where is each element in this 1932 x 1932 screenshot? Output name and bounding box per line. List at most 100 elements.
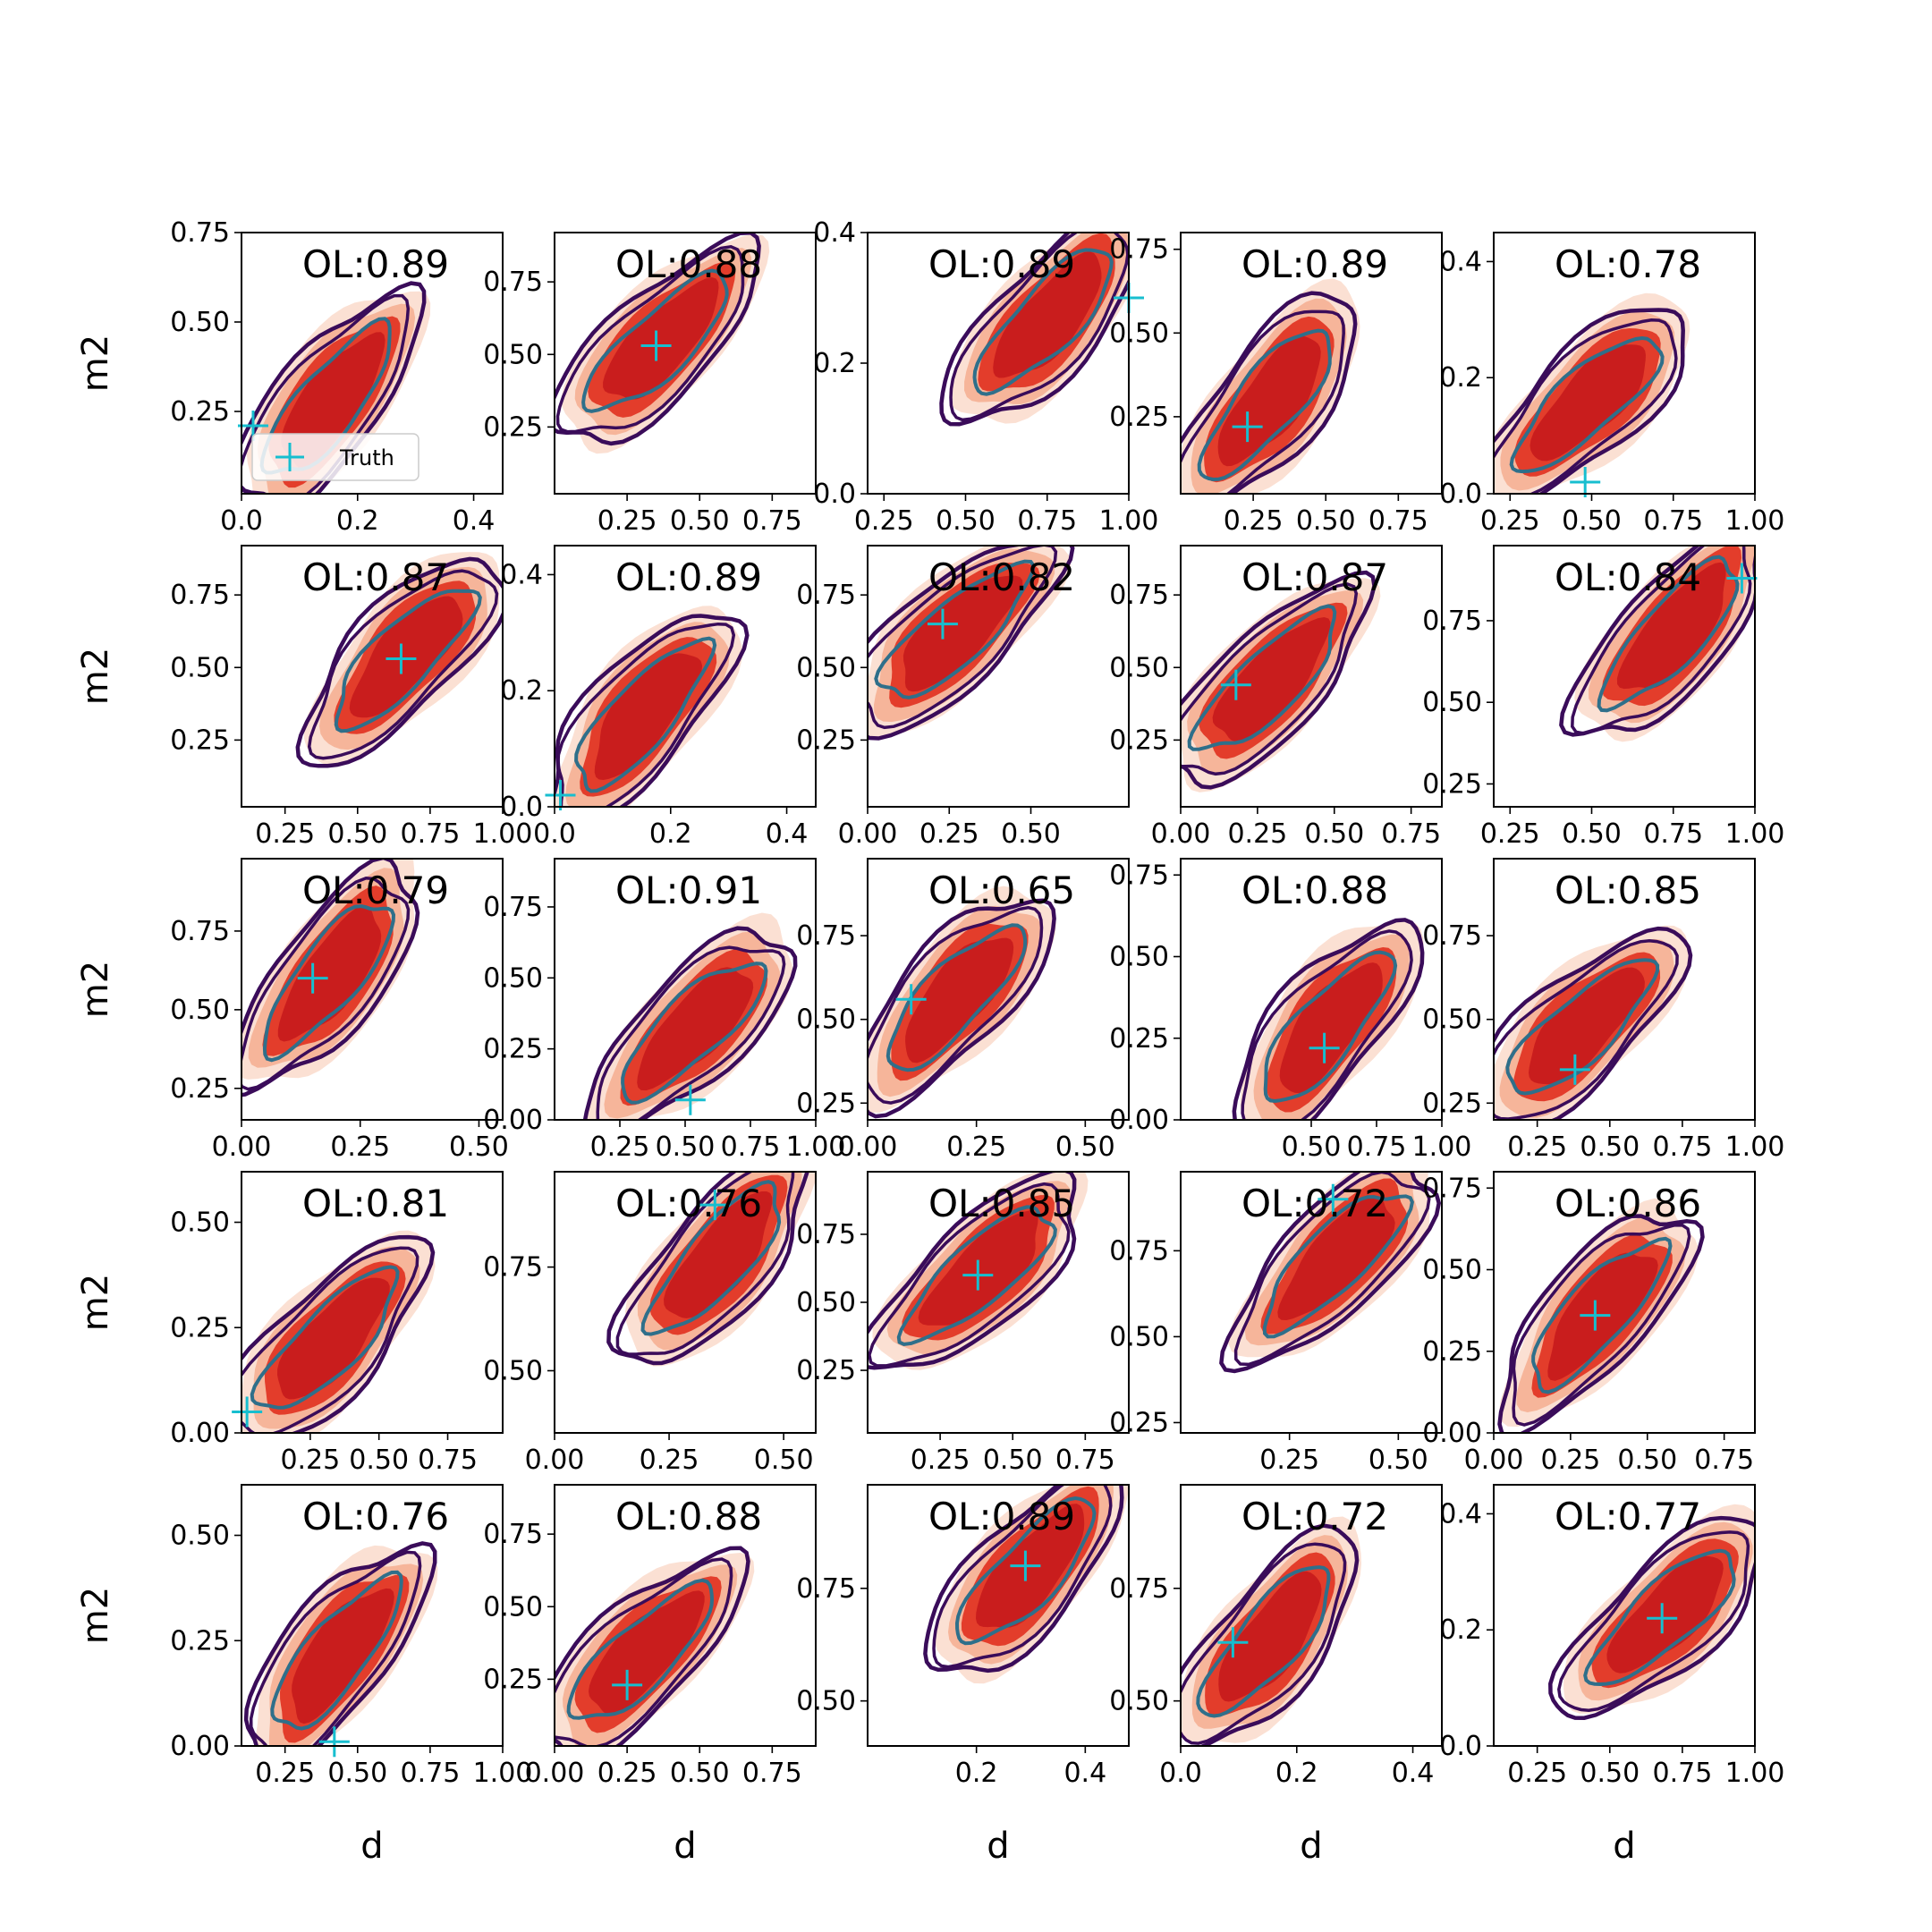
density-fill-level-4 xyxy=(902,575,1023,692)
second-contour xyxy=(307,569,499,760)
second-contour xyxy=(1233,1172,1431,1367)
axes-frame xyxy=(554,1171,817,1434)
x-tick-label: 0.25 xyxy=(1224,505,1284,537)
inner-contour xyxy=(1531,1236,1673,1394)
overlap-label: OL:0.87 xyxy=(1241,555,1388,599)
axes-frame xyxy=(1180,1171,1443,1434)
x-tick-label: 0.0 xyxy=(220,505,263,537)
inner-contour xyxy=(566,1578,715,1720)
overlap-label: OL:0.79 xyxy=(302,869,449,912)
posterior-contours xyxy=(555,233,770,454)
y-tick-label: 0.25 xyxy=(170,1312,230,1343)
subplot-24: 0.0 0.2 0.4 0.50 0.75 OL:0.72 d xyxy=(1109,1484,1443,1867)
inner-contour xyxy=(581,268,729,413)
overlap-label: OL:0.84 xyxy=(1555,555,1701,599)
y-tick-label: 0.2 xyxy=(1439,1614,1482,1646)
density-fill-level-4 xyxy=(1530,344,1646,462)
overlap-label: OL:0.65 xyxy=(928,869,1075,912)
y-tick-label: 0.4 xyxy=(1439,1498,1482,1530)
x-tick-label: 0.00 xyxy=(838,818,898,850)
overlap-label: OL:0.86 xyxy=(1555,1182,1701,1225)
legend-label: Truth xyxy=(339,445,394,470)
outer-contour xyxy=(1494,926,1693,1120)
inner-contour xyxy=(621,962,768,1105)
y-tick-label: 0.75 xyxy=(796,920,856,952)
second-contour xyxy=(868,905,1044,1105)
x-tick-label: 0.50 xyxy=(1055,1131,1115,1163)
x-tick-label: 0.75 xyxy=(1643,818,1703,850)
x-tick-label: 0.2 xyxy=(649,818,692,850)
truth-marker xyxy=(674,1084,706,1115)
x-tick-label: 0.50 xyxy=(1001,818,1061,850)
subplot-22: 0.00 0.25 0.50 0.75 0.25 0.50 0.75 OL:0.88 d xyxy=(483,1484,817,1867)
x-tick-label: 0.25 xyxy=(1540,1445,1600,1476)
second-contour xyxy=(555,244,745,434)
inner-contour xyxy=(1197,328,1332,482)
truth-marker xyxy=(1220,669,1251,700)
subplot-1: 0.0 0.2 0.4 0.25 0.50 0.75 OL:0.89 Truth m2 xyxy=(75,217,504,537)
outer-contour xyxy=(939,233,1129,427)
overlap-label: OL:0.89 xyxy=(302,242,449,286)
axes-frame xyxy=(867,858,1130,1121)
x-tick-label: 0.25 xyxy=(1480,505,1540,537)
y-tick-label: 0.50 xyxy=(170,652,230,683)
subplot-17: 0.00 0.25 0.50 0.50 0.75 OL:0.76 xyxy=(483,1171,817,1476)
overlap-label: OL:0.89 xyxy=(928,1495,1075,1538)
x-tick-label: 0.50 xyxy=(983,1445,1043,1476)
truth-marker xyxy=(1232,411,1263,443)
overlap-label: OL:0.89 xyxy=(615,555,762,599)
x-tick-label: 0.00 xyxy=(838,1131,898,1163)
subplot-4: 0.25 0.50 0.75 0.25 0.50 0.75 OL:0.89 xyxy=(1109,232,1443,537)
density-fill-level-4 xyxy=(993,251,1102,378)
axes-frame xyxy=(1493,545,1756,808)
density-fill-level-4 xyxy=(594,653,703,780)
density-fill-level-4 xyxy=(1616,562,1726,690)
y-tick-label: 0.0 xyxy=(500,792,543,823)
density-fill-level-4 xyxy=(277,1277,390,1400)
x-tick-label: 0.50 xyxy=(449,1131,509,1163)
y-tick-label: 0.4 xyxy=(500,559,543,590)
outer-contour xyxy=(868,898,1056,1119)
density-fill-level-4 xyxy=(637,967,754,1091)
density-fill-level-4 xyxy=(603,277,719,400)
y-tick-label: 0.25 xyxy=(170,396,230,428)
truth-marker xyxy=(1580,1300,1611,1331)
subplot-3: 0.25 0.50 0.75 1.00 0.0 0.2 0.4 OL:0.89 xyxy=(813,217,1158,537)
y-tick-label: 0.50 xyxy=(1109,1321,1169,1352)
second-contour xyxy=(1494,938,1679,1120)
y-tick-label: 0.4 xyxy=(1439,246,1482,277)
y-tick-label: 0.25 xyxy=(170,1625,230,1657)
density-fill-level-4 xyxy=(1279,962,1383,1094)
posterior-contours xyxy=(555,1546,755,1746)
overlap-label: OL:0.81 xyxy=(302,1182,449,1225)
y-tick-label: 0.50 xyxy=(1109,942,1169,973)
y-tick-label: 0.25 xyxy=(170,1073,230,1105)
x-tick-label: 0.75 xyxy=(400,818,460,850)
y-tick-label: 0.25 xyxy=(1109,1023,1169,1055)
y-tick-label: 0.25 xyxy=(483,411,543,443)
x-tick-label: 0.75 xyxy=(418,1445,478,1476)
x-tick-label: 0.25 xyxy=(640,1445,699,1476)
second-contour xyxy=(1181,1542,1347,1745)
y-tick-label: 0.50 xyxy=(170,1521,230,1552)
y-tick-label: 0.75 xyxy=(1422,920,1482,952)
inner-contour xyxy=(886,923,1028,1072)
x-axis-label: d xyxy=(674,1826,696,1867)
x-tick-label: 1.00 xyxy=(1725,1758,1785,1789)
y-tick-label: 0.75 xyxy=(170,580,230,611)
y-tick-label: 0.00 xyxy=(170,1731,230,1762)
overlap-label: OL:0.89 xyxy=(1241,242,1388,286)
outer-contour xyxy=(923,1485,1124,1674)
x-tick-label: 0.50 xyxy=(327,818,387,850)
truth-marker xyxy=(1726,563,1758,594)
y-tick-label: 0.75 xyxy=(1109,1573,1169,1605)
x-tick-label: 0.50 xyxy=(1368,1445,1428,1476)
second-contour xyxy=(868,1182,1071,1368)
x-tick-label: 0.2 xyxy=(336,505,379,537)
x-tick-label: 0.75 xyxy=(742,505,802,537)
y-tick-label: 0.25 xyxy=(1109,724,1169,756)
subplot-25: 0.25 0.50 0.75 1.00 0.0 0.2 0.4 OL:0.77 d xyxy=(1439,1484,1785,1867)
posterior-contours xyxy=(868,886,1056,1119)
x-axis-label: d xyxy=(987,1826,1009,1867)
density-fill-level-4 xyxy=(1277,1195,1395,1320)
